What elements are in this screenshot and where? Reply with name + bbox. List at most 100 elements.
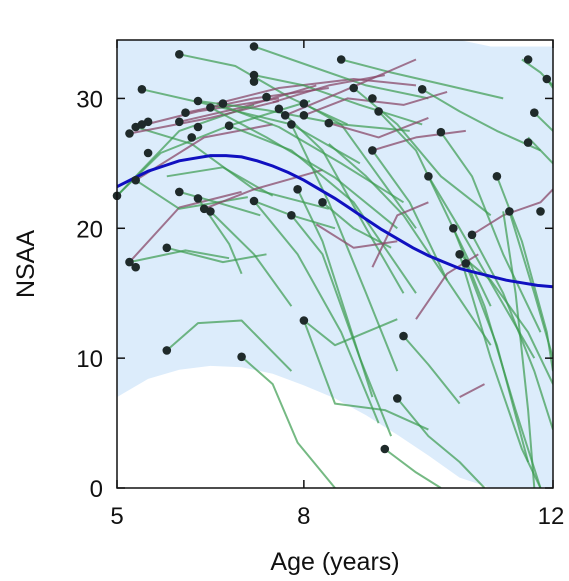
- trajectory-line: [372, 129, 466, 152]
- confidence-band: [117, 40, 553, 488]
- trajectory-line: [371, 149, 492, 346]
- trajectory-line: [328, 116, 429, 139]
- trajectory-line: [396, 397, 486, 488]
- data-point: [206, 103, 215, 112]
- trajectory-line: [458, 254, 542, 488]
- trajectory-line: [371, 201, 429, 268]
- trajectory-line: [321, 201, 392, 249]
- data-point: [336, 55, 346, 64]
- trajectory-line: [459, 383, 485, 398]
- y-tick-label: 20: [76, 216, 103, 243]
- data-point: [193, 194, 203, 203]
- data-point: [324, 118, 334, 128]
- data-point: [162, 346, 172, 355]
- trajectory-line: [166, 166, 274, 197]
- data-point: [143, 148, 153, 158]
- trajectory-line: [303, 318, 398, 347]
- trajectory-line: [128, 190, 242, 263]
- data-point: [299, 99, 309, 108]
- data-point: [293, 185, 302, 194]
- data-point: [237, 352, 246, 362]
- trajectory-line: [458, 253, 553, 385]
- data-point: [187, 133, 196, 142]
- data-point: [523, 138, 533, 147]
- trajectory-line: [253, 45, 429, 100]
- trajectory-line: [508, 211, 553, 359]
- trajectory-line: [129, 249, 230, 264]
- y-tick-label: 0: [90, 476, 103, 503]
- data-point: [249, 42, 259, 51]
- trajectory-line: [129, 100, 280, 135]
- trajectory-line: [141, 88, 361, 165]
- data-point: [349, 83, 359, 93]
- data-point: [393, 394, 402, 403]
- data-point: [193, 96, 203, 106]
- data-point: [299, 316, 309, 325]
- trajectory-line: [353, 87, 492, 217]
- trajectory-line: [303, 102, 417, 229]
- data-point: [218, 99, 228, 108]
- plot-frame: [116, 39, 554, 489]
- data-point: [131, 262, 140, 272]
- trajectory-line: [303, 90, 448, 117]
- data-point: [368, 146, 377, 155]
- data-point: [125, 129, 134, 138]
- trajectory-line: [135, 97, 280, 128]
- trajectory-line: [384, 448, 442, 488]
- data-point: [175, 117, 184, 127]
- data-point: [249, 77, 259, 86]
- trajectory-line: [502, 211, 536, 488]
- x-tick-label: 8: [297, 503, 310, 530]
- trajectory-line: [302, 320, 429, 431]
- data-point: [175, 187, 184, 197]
- data-point: [530, 108, 539, 117]
- data-point: [143, 117, 153, 127]
- trajectory-line: [290, 123, 399, 372]
- trajectory-line: [290, 214, 393, 437]
- data-point: [280, 111, 290, 120]
- data-point: [492, 172, 502, 181]
- data-point: [399, 331, 408, 341]
- mean-curve: [117, 154, 553, 289]
- trajectory-line: [179, 190, 261, 217]
- data-point: [455, 250, 464, 259]
- data-point: [449, 224, 458, 233]
- trajectory-line: [209, 210, 293, 307]
- data-point: [318, 198, 327, 207]
- data-point: [181, 108, 190, 117]
- trajectory-line: [166, 319, 293, 372]
- trajectory-line: [440, 131, 542, 333]
- data-point: [206, 207, 215, 216]
- x-tick-label: 5: [110, 503, 123, 530]
- trajectory-line: [464, 263, 530, 463]
- data-point: [505, 207, 514, 216]
- data-point: [467, 230, 477, 240]
- data-point: [224, 121, 234, 130]
- x-axis-label: Age (years): [270, 548, 399, 576]
- y-axis-label: NSAA: [12, 230, 40, 298]
- data-point: [249, 196, 259, 206]
- data-point: [287, 211, 296, 220]
- data-point: [374, 107, 383, 116]
- data-point: [299, 111, 309, 120]
- trajectory-line: [328, 143, 448, 281]
- observation-points: [112, 42, 552, 454]
- trajectory-line: [278, 108, 405, 294]
- data-point: [274, 104, 284, 114]
- data-point: [287, 120, 296, 129]
- data-point: [175, 50, 184, 59]
- data-point: [461, 259, 471, 268]
- data-point: [424, 172, 433, 181]
- trajectory-line: [402, 335, 461, 405]
- data-point: [436, 127, 446, 137]
- trajectory-line: [203, 168, 323, 210]
- trajectory-line: [228, 124, 417, 294]
- y-tick-label: 30: [76, 86, 103, 113]
- trajectory-line: [253, 200, 380, 424]
- data-point: [536, 207, 545, 216]
- data-point: [542, 74, 552, 84]
- trajectory-line: [166, 246, 267, 264]
- data-point: [249, 70, 259, 80]
- x-tick-label: 12: [538, 503, 565, 530]
